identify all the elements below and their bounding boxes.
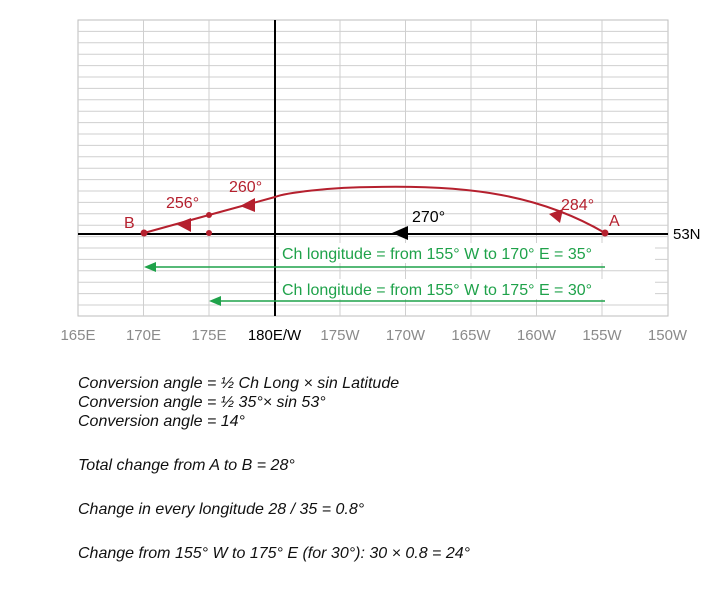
ch-long-30-label: Ch longitude = from 155° W to 175° E = 3… [282,282,592,299]
point-175e-parallel-marker [206,230,212,236]
angle-label-midpoint: 270° [412,209,445,226]
ch-long-35-arrowhead [144,262,156,272]
longitude-tick-label: 150W [648,327,688,344]
note-line-5: Change in every longitude 28 / 35 = 0.8° [78,501,365,518]
point-175e-track-marker [206,212,212,218]
track-arrow-mid [240,198,255,212]
longitude-tick-label: 180E/W [248,327,302,344]
longitude-tick-label: 165E [60,327,95,344]
longitude-tick-label: 155W [582,327,622,344]
point-a-label: A [609,213,620,230]
longitude-tick-label: 170W [386,327,426,344]
note-line-3: Conversion angle = 14° [78,413,245,430]
westward-arrow [392,226,408,240]
calculation-notes: Conversion angle = ½ Ch Long × sin Latit… [78,374,698,563]
great-circle-track [143,185,606,234]
note-line-4: Total change from A to B = 28° [78,457,295,474]
longitude-tick-label: 160W [517,327,557,344]
note-line-6: Change from 155° W to 175° E (for 30°): … [78,545,471,562]
note-line-2: Conversion angle = ½ 35°× sin 53° [78,394,326,411]
latitude-label: 53N [673,226,701,243]
point-b-marker [140,229,148,237]
longitude-tick-label: 175E [191,327,226,344]
angle-label-b: 256° [166,195,199,212]
point-b-label: B [124,215,135,232]
great-circle-diagram: 53N A B 284° 270° 260° 256° Ch longitude… [60,19,701,344]
grid-lines [78,20,668,316]
longitude-tick-label: 175W [320,327,360,344]
longitude-tick-labels: 165E 170E 175E 180E/W 175W 170W 165W 160W 155W 15… [60,327,687,344]
angle-label-a: 284° [561,197,594,214]
longitude-tick-label: 165W [451,327,491,344]
angle-label-180: 260° [229,179,262,196]
point-a-marker [601,229,609,237]
track-arrow-west [176,218,191,232]
track-arrow-east [549,209,563,223]
longitude-tick-label: 170E [126,327,161,344]
note-line-1: Conversion angle = ½ Ch Long × sin Latit… [78,375,400,392]
ch-long-30-arrowhead [209,296,221,306]
ch-long-35-label: Ch longitude = from 155° W to 170° E = 3… [282,246,592,263]
